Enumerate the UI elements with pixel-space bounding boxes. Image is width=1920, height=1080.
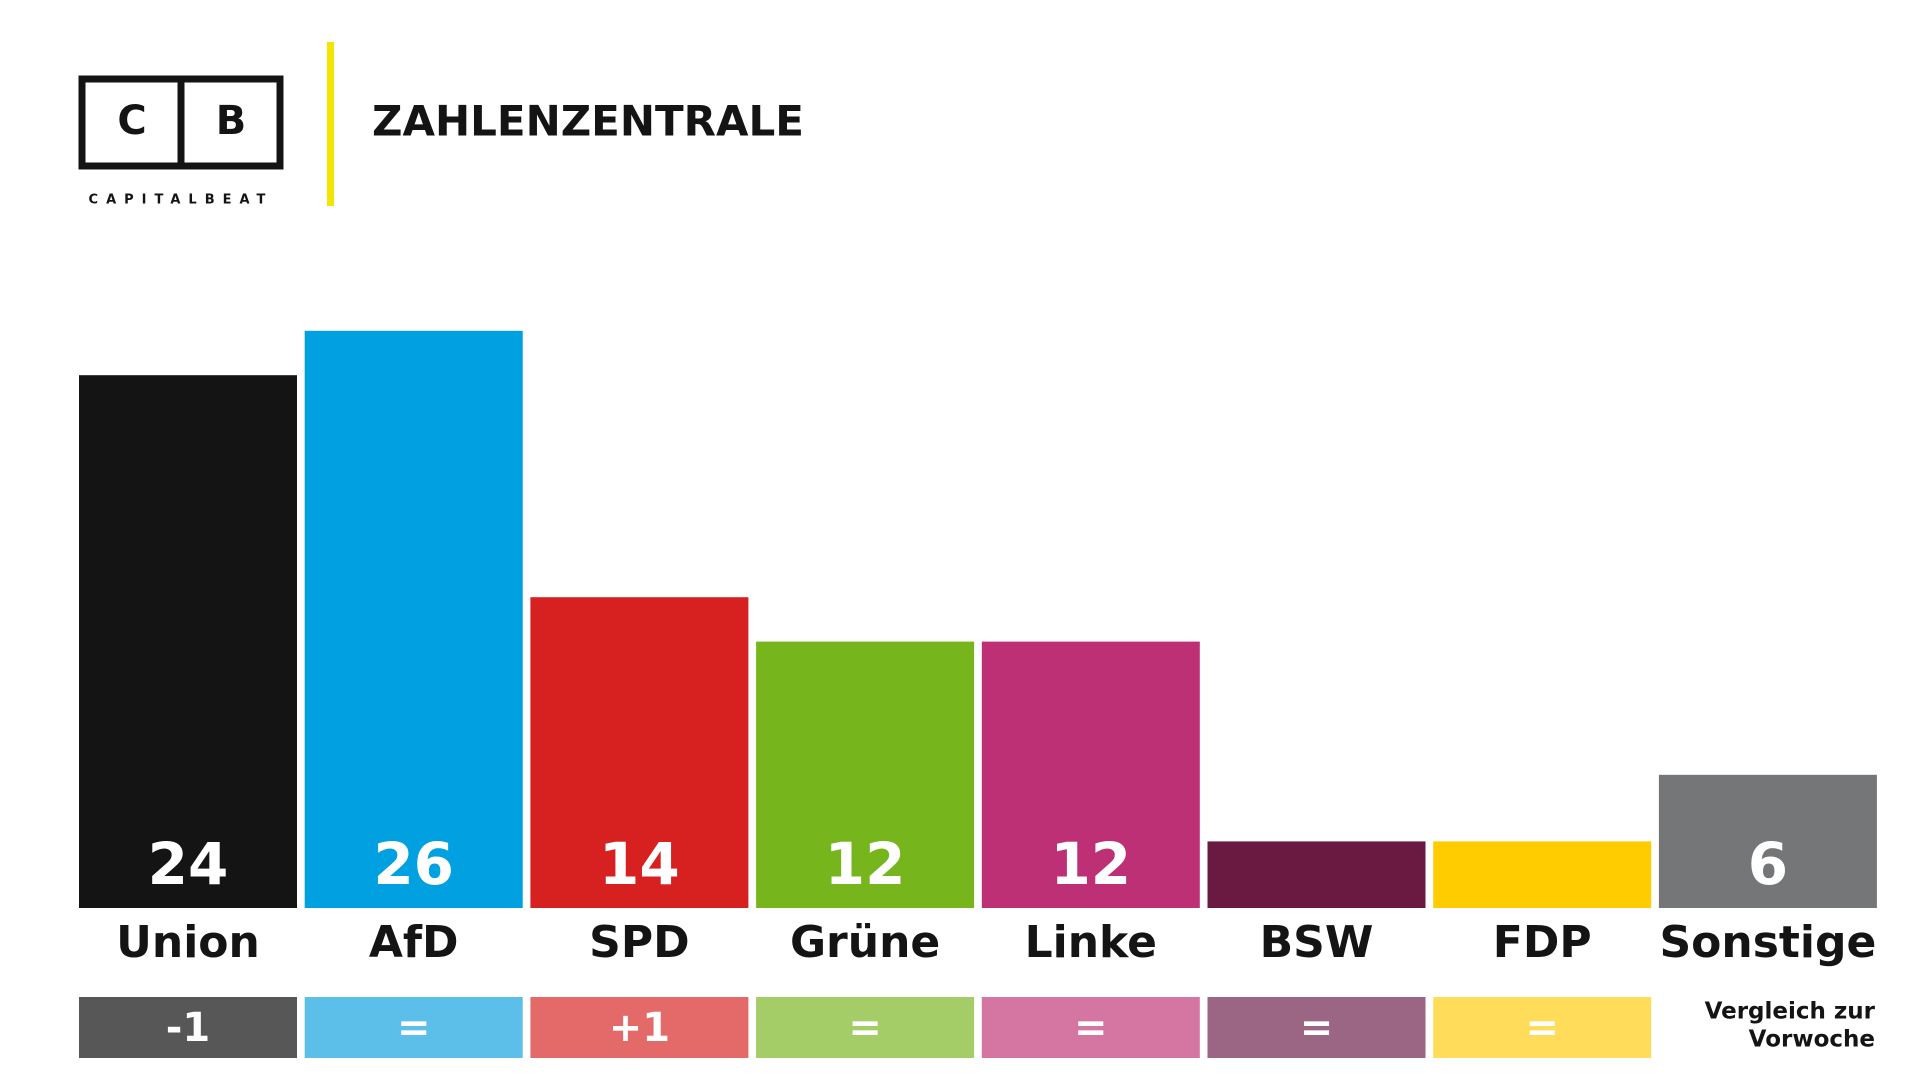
change-box (1207, 997, 1426, 1058)
title: ZAHLENZENTRALE (372, 97, 804, 146)
change-label: = (1525, 1005, 1559, 1051)
change-label: = (397, 1005, 431, 1051)
change-box (756, 997, 975, 1058)
category-label: Grüne (790, 917, 940, 968)
bar (1658, 774, 1877, 908)
logo-letter: B (216, 98, 247, 144)
bar (1433, 841, 1652, 908)
bar (530, 597, 749, 908)
value-label: 14 (599, 830, 680, 898)
accent-line (327, 42, 334, 206)
change-label: = (1300, 1005, 1334, 1051)
category-label: Sonstige (1659, 917, 1876, 968)
change-note: Vergleich zur (1705, 999, 1876, 1025)
change-label: = (1074, 1005, 1108, 1051)
category-label: AfD (369, 917, 459, 968)
change-box (981, 997, 1200, 1058)
change-label: -1 (166, 1005, 210, 1051)
category-label: SPD (589, 917, 689, 968)
bar (304, 330, 523, 908)
change-box (304, 997, 523, 1058)
category-label: BSW (1260, 917, 1374, 968)
bar (79, 375, 297, 908)
bar (1207, 841, 1426, 908)
value-label: 6 (1748, 830, 1788, 898)
change-box (530, 997, 749, 1058)
value-label: 26 (373, 830, 454, 898)
category-label: Linke (1025, 917, 1157, 968)
change-label: = (848, 1005, 882, 1051)
value-label: 24 (148, 830, 229, 898)
logo-letter: C (117, 98, 146, 144)
change-label: +1 (609, 1005, 670, 1051)
bar (981, 641, 1200, 908)
change-box (1433, 997, 1652, 1058)
brand: CAPITALBEAT (89, 193, 274, 208)
value-label: 12 (1050, 830, 1131, 898)
change-box (79, 997, 297, 1058)
category-label: Union (116, 917, 260, 968)
bar (756, 641, 975, 908)
change-note: Vorwoche (1749, 1027, 1875, 1053)
category-label: FDP (1493, 917, 1592, 968)
value-label: 12 (825, 830, 906, 898)
